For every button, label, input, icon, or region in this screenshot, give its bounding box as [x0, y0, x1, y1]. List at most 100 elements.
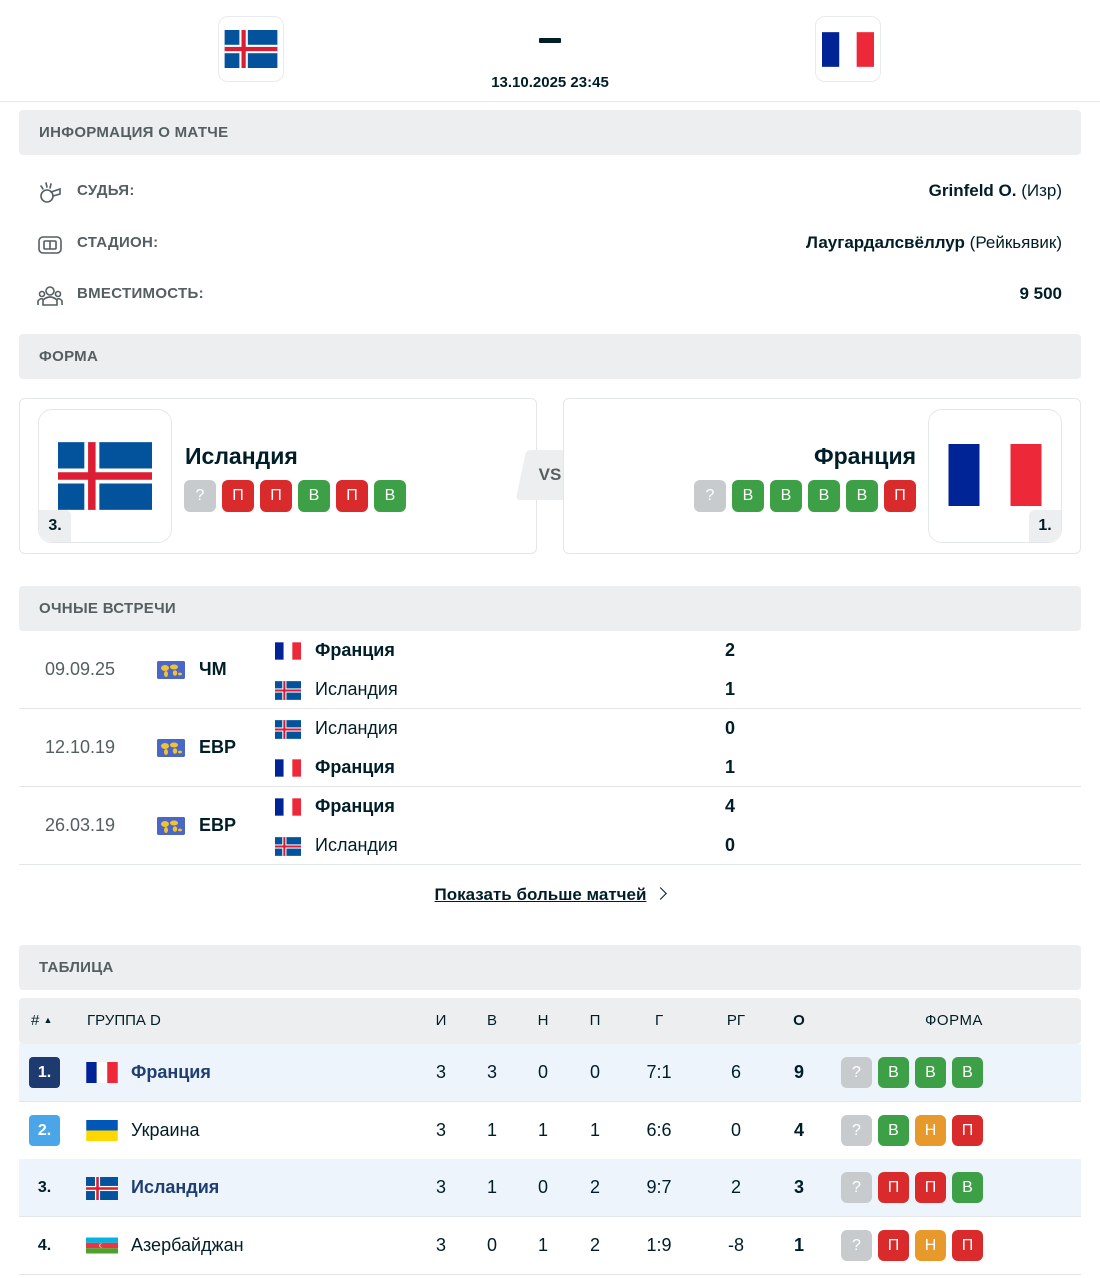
standings-team-flag — [86, 1062, 118, 1083]
form-badge[interactable]: В — [878, 1057, 909, 1088]
standings-team-name[interactable]: Исландия — [131, 1177, 220, 1197]
h2h-team-line: Франция 1 — [275, 748, 775, 787]
h2h-team-score: 0 — [725, 718, 736, 738]
col-draw-header[interactable]: Н — [537, 1012, 549, 1029]
referee-row: СУДЬЯ: Grinfeld O. (Изр) — [19, 172, 1081, 212]
iceland-flag-icon — [275, 720, 301, 739]
h2h-match-row[interactable]: 12.10.19 ЕВР Исландия 0 Франция 1 — [19, 709, 1081, 787]
away-team-name[interactable]: Франция — [813, 443, 916, 469]
chevron-right-icon — [654, 887, 668, 900]
form-badge[interactable]: П — [915, 1172, 946, 1203]
h2h-team-flag — [275, 720, 301, 739]
form-badge[interactable]: В — [374, 480, 406, 512]
stadium-city: (Рейкьявик) — [964, 233, 1062, 252]
form-badge[interactable]: В — [298, 480, 330, 512]
form-badge[interactable]: В — [915, 1057, 946, 1088]
form-badge[interactable]: П — [952, 1229, 983, 1261]
col-played-header[interactable]: И — [435, 1012, 447, 1029]
standings-team-name[interactable]: Украина — [131, 1119, 200, 1140]
form-badge[interactable]: ? — [184, 480, 216, 512]
stadium-name: Лаугардалсвёллур — [806, 233, 965, 252]
form-badge[interactable]: ? — [841, 1172, 872, 1203]
iceland-flag-icon — [275, 681, 301, 700]
h2h-match-row[interactable]: 26.03.19 ЕВР Франция 4 Исландия 0 — [19, 787, 1081, 865]
sort-up-icon: ▲ — [43, 1015, 53, 1025]
iceland-flag-icon — [86, 1177, 118, 1200]
form-badge[interactable]: П — [878, 1229, 909, 1261]
france-flag-icon — [275, 798, 301, 816]
standings-row[interactable]: 2. Украина 3 1 1 1 6:6 0 4? В Н П — [19, 1102, 1081, 1160]
h2h-team-name: Исландия — [315, 679, 398, 699]
form-badge[interactable]: П — [336, 480, 368, 512]
away-card-logo[interactable]: 1. — [928, 409, 1062, 543]
standings-team-flag — [86, 1119, 118, 1141]
ukraine-flag-icon — [86, 1119, 118, 1141]
form-badge[interactable]: ? — [841, 1114, 872, 1146]
capacity-row: ВМЕСТИМОСТЬ: 9 500 — [19, 275, 1081, 315]
h2h-team-name: Исландия — [315, 835, 398, 855]
h2h-team-score: 1 — [725, 679, 736, 699]
form-badge[interactable]: В — [846, 480, 878, 512]
show-more-matches-link[interactable]: Показать больше матчей — [0, 885, 1100, 905]
col-goals-header[interactable]: Г — [654, 1012, 664, 1029]
vs-label: VS — [538, 465, 562, 484]
form-badge[interactable]: П — [260, 480, 292, 512]
standings-draw: 1 — [537, 1234, 548, 1255]
h2h-team-name: Франция — [315, 640, 395, 660]
form-badge[interactable]: В — [878, 1114, 909, 1146]
h2h-match-row[interactable]: 09.09.25 ЧМ Франция 2 Исландия 1 — [19, 631, 1081, 709]
h2h-team-flag — [275, 798, 301, 816]
form-badge[interactable]: ? — [694, 480, 726, 512]
standings-points: 4 — [793, 1119, 804, 1140]
standings-form-badges: ? П П В — [841, 1172, 983, 1203]
form-badge[interactable]: П — [884, 480, 916, 512]
away-team-logo[interactable] — [815, 16, 881, 82]
form-badge[interactable]: В — [952, 1057, 983, 1088]
standings-form-badges: ? В Н П — [841, 1114, 983, 1146]
referee-name[interactable]: Grinfeld O. — [928, 181, 1017, 200]
form-badge[interactable]: В — [770, 480, 802, 512]
iceland-flag-icon — [58, 442, 152, 510]
standings-lost: 2 — [589, 1234, 600, 1255]
form-badge[interactable]: Н — [915, 1114, 946, 1146]
section-match-info: ИНФОРМАЦИЯ О МАТЧЕ — [19, 110, 1081, 155]
form-badge[interactable]: В — [808, 480, 840, 512]
col-points-header[interactable]: О — [793, 1012, 805, 1029]
standings-diff: -8 — [727, 1234, 744, 1255]
col-form-header: ФОРМА — [925, 1012, 983, 1029]
home-team-name[interactable]: Исландия — [185, 443, 298, 469]
home-card-logo[interactable]: 3. — [38, 409, 172, 543]
col-won-header[interactable]: В — [486, 1012, 497, 1029]
standings-goals: 6:6 — [646, 1119, 672, 1140]
match-header: 13.10.2025 23:45 — [0, 0, 1100, 102]
form-badge[interactable]: ? — [841, 1057, 872, 1088]
col-diff-header[interactable]: РГ — [726, 1012, 746, 1029]
home-team-logo[interactable] — [218, 16, 284, 82]
stadium-label: СТАДИОН: — [77, 234, 159, 251]
standings-row[interactable]: 1. Франция 3 3 0 0 7:1 6 9? В В В — [19, 1044, 1081, 1102]
form-badge[interactable]: ? — [841, 1229, 872, 1261]
h2h-team-line: Исландия 0 — [275, 709, 775, 748]
stadium-icon — [38, 236, 62, 254]
capacity-label: ВМЕСТИМОСТЬ: — [77, 285, 204, 302]
standings-team-name[interactable]: Франция — [131, 1062, 211, 1082]
standings-row[interactable]: 4. Азербайджан 3 0 1 2 1:9 -8 1? П Н П — [19, 1217, 1081, 1275]
standings-rank: 2. — [29, 1114, 60, 1146]
form-badge[interactable]: П — [878, 1172, 909, 1203]
form-badge[interactable]: Н — [915, 1229, 946, 1261]
standings-team-name[interactable]: Азербайджан — [131, 1234, 244, 1255]
form-badge[interactable]: П — [222, 480, 254, 512]
show-more-label[interactable]: Показать больше матчей — [434, 885, 647, 904]
col-rank-header[interactable]: # ▲ — [31, 1012, 53, 1029]
standings-diff: 0 — [730, 1119, 741, 1140]
home-form-badges: ? П П В П В — [184, 480, 406, 512]
col-lost-header[interactable]: П — [589, 1012, 601, 1029]
standings-draw: 1 — [537, 1119, 548, 1140]
h2h-team-name: Исландия — [315, 718, 398, 738]
form-badge[interactable]: В — [952, 1172, 983, 1203]
standings-row[interactable]: 3. Исландия 3 1 0 2 9:7 2 3? П П В — [19, 1159, 1081, 1217]
standings-goals: 1:9 — [646, 1234, 672, 1255]
h2h-date: 09.09.25 — [45, 659, 116, 679]
form-badge[interactable]: В — [732, 480, 764, 512]
form-badge[interactable]: П — [952, 1114, 983, 1146]
